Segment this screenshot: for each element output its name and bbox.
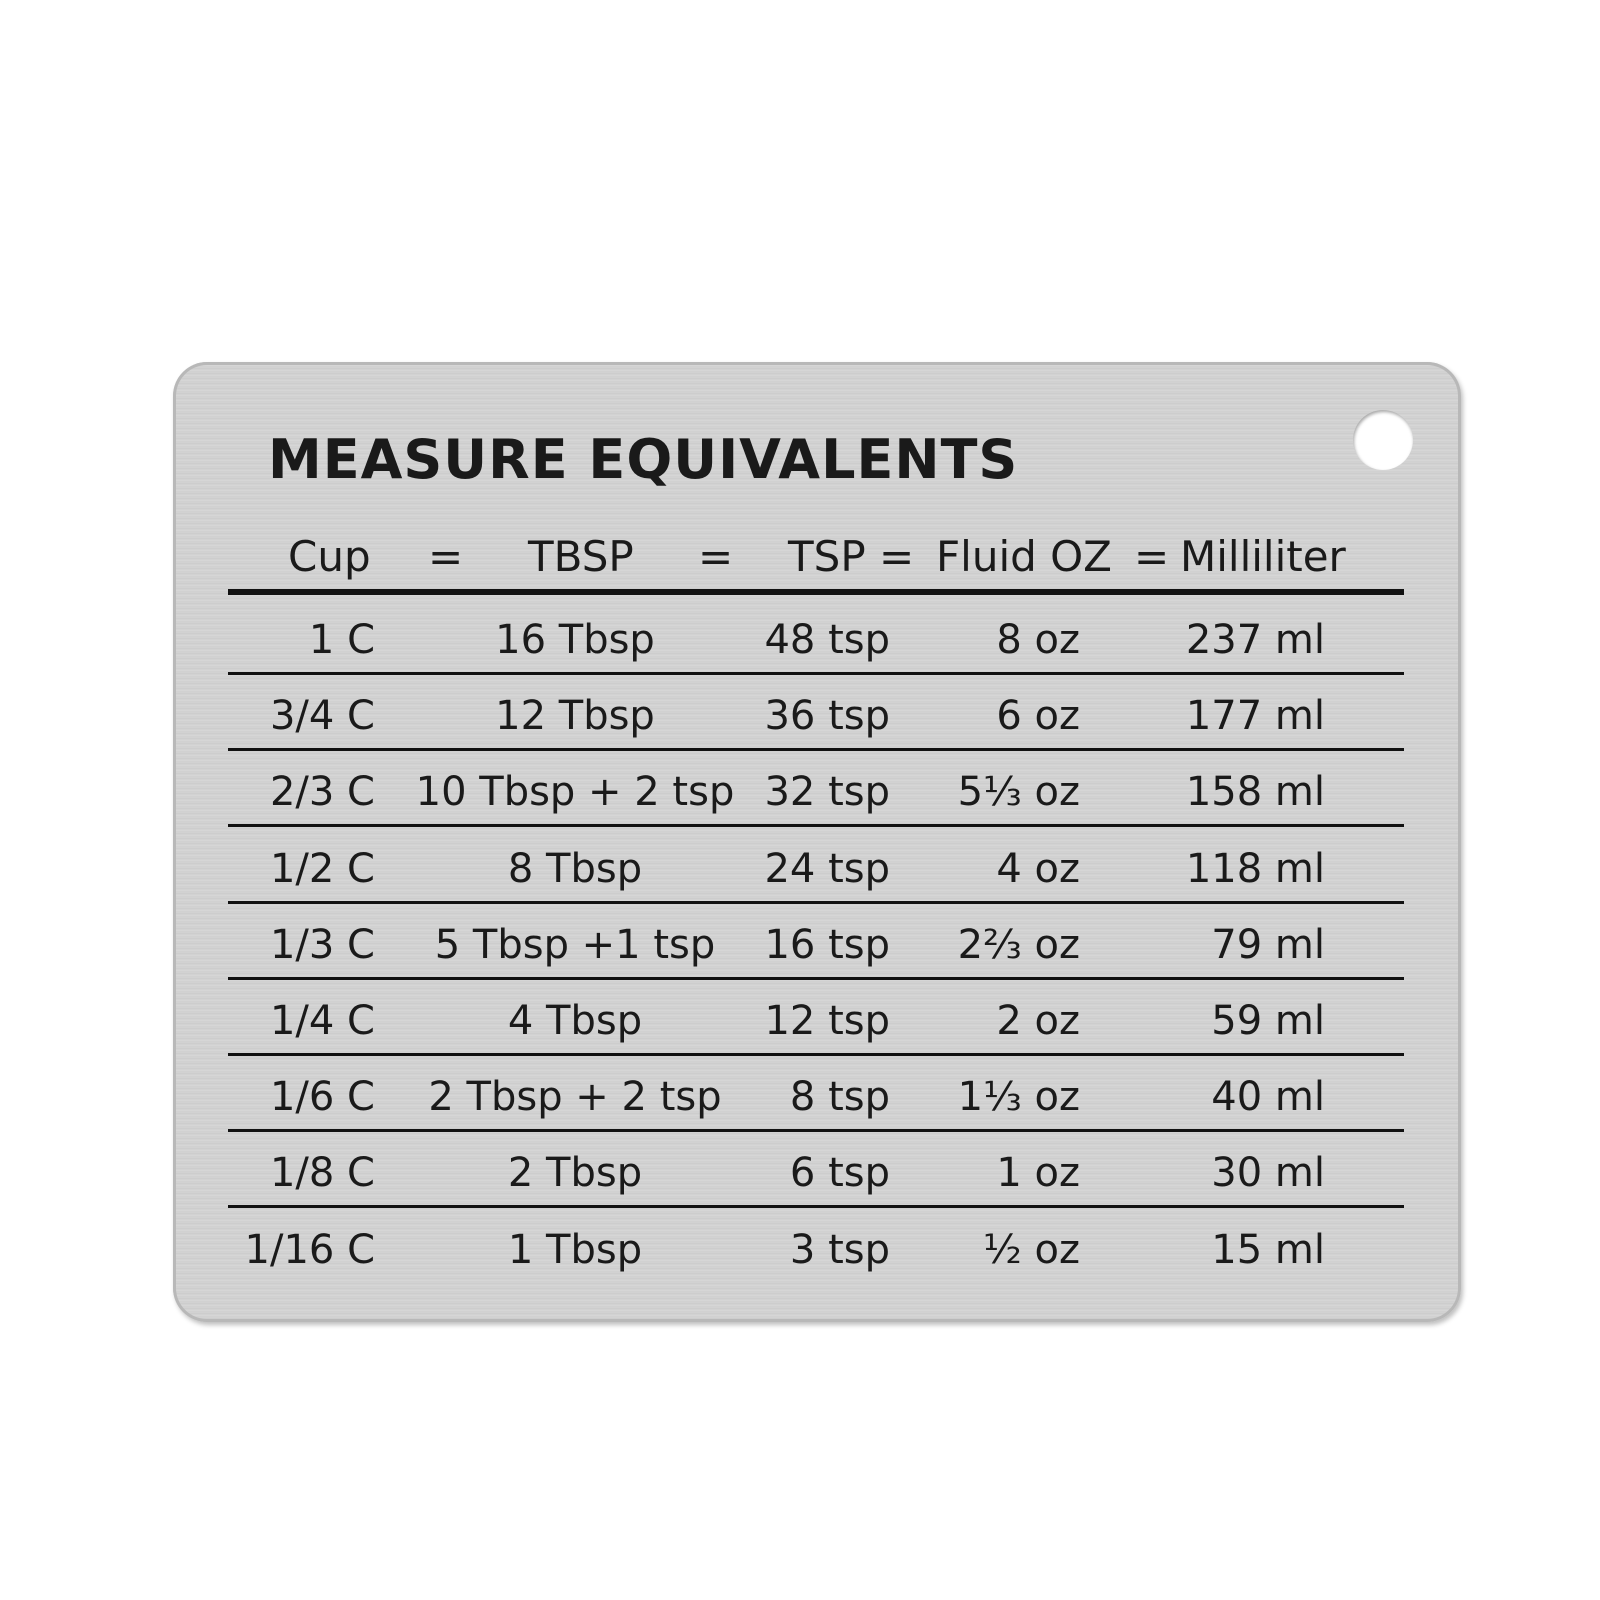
cell-fluid-oz: 8 oz <box>996 617 1080 663</box>
cell-tbsp: 5 Tbsp +1 tsp <box>434 921 716 968</box>
header-fluid-oz: Fluid OZ <box>936 532 1112 581</box>
cell-tsp: 16 tsp <box>764 921 890 968</box>
cell-fluid-oz: 4 oz <box>996 845 1080 892</box>
cell-tbsp: 2 Tbsp + 2 tsp <box>428 1074 722 1121</box>
header-equals: = <box>428 532 464 581</box>
cell-fluid-oz: 1⅓ oz <box>957 1074 1080 1121</box>
cell-fluid-oz: ½ oz <box>983 1226 1080 1273</box>
cell-tsp: 3 tsp <box>789 1226 890 1273</box>
cell-ml: 177 ml <box>1185 693 1325 740</box>
cell-fluid-oz: 2⅔ oz <box>957 921 1080 968</box>
row-divider <box>228 1205 1404 1209</box>
cell-tsp: 12 tsp <box>764 998 890 1044</box>
cell-tsp: 24 tsp <box>764 845 890 892</box>
cell-tsp: 36 tsp <box>764 693 890 740</box>
cell-tbsp: 10 Tbsp + 2 tsp <box>415 769 735 816</box>
cell-tbsp: 16 Tbsp <box>495 617 655 663</box>
cell-fluid-oz: 5⅓ oz <box>957 769 1080 816</box>
cell-ml: 158 ml <box>1185 769 1325 816</box>
cell-cup: 1/3 C <box>269 921 375 968</box>
header-equals: = <box>698 532 734 581</box>
cell-tsp: 48 tsp <box>764 617 890 663</box>
cell-tbsp: 12 Tbsp <box>495 693 655 740</box>
row-divider <box>228 748 1404 752</box>
header-milliliter: Milliliter <box>1180 532 1346 581</box>
cell-tbsp: 2 Tbsp <box>507 1150 643 1197</box>
cell-ml: 30 ml <box>1211 1150 1325 1197</box>
row-divider <box>228 1053 1404 1056</box>
row-divider <box>228 1129 1404 1133</box>
cell-fluid-oz: 6 oz <box>996 693 1080 740</box>
row-divider <box>228 824 1404 828</box>
row-divider <box>228 672 1404 675</box>
cell-tbsp: 4 Tbsp <box>507 998 643 1044</box>
hanging-hole <box>1353 410 1413 470</box>
cell-cup: 3/4 C <box>269 693 375 740</box>
row-divider <box>228 976 1404 980</box>
cell-tbsp: 8 Tbsp <box>507 845 643 892</box>
cell-cup: 1/16 C <box>244 1226 375 1273</box>
cell-ml: 59 ml <box>1211 998 1325 1044</box>
header-tsp: TSP = <box>788 532 915 581</box>
cell-ml: 40 ml <box>1211 1074 1325 1121</box>
cell-cup: 1/4 C <box>269 998 375 1044</box>
cell-tsp: 8 tsp <box>789 1074 890 1121</box>
cell-ml: 118 ml <box>1185 845 1325 892</box>
cell-tsp: 6 tsp <box>789 1150 890 1197</box>
cell-tbsp: 1 Tbsp <box>507 1226 643 1273</box>
cell-tsp: 32 tsp <box>764 769 890 816</box>
cell-cup: 1 C <box>308 617 375 663</box>
header-tbsp: TBSP <box>528 532 634 581</box>
cell-ml: 237 ml <box>1185 617 1325 663</box>
header-cup: Cup <box>288 532 371 581</box>
cell-ml: 15 ml <box>1211 1226 1325 1273</box>
cell-ml: 79 ml <box>1211 921 1325 968</box>
header-equals: = <box>1134 532 1170 581</box>
cell-cup: 1/8 C <box>269 1150 375 1197</box>
cell-fluid-oz: 1 oz <box>996 1150 1080 1197</box>
row-divider <box>228 900 1404 904</box>
cell-cup: 1/6 C <box>269 1074 375 1121</box>
measure-plate <box>173 362 1461 1322</box>
cell-cup: 1/2 C <box>269 845 375 892</box>
cell-cup: 2/3 C <box>269 769 375 816</box>
cell-fluid-oz: 2 oz <box>996 998 1080 1044</box>
header-rule <box>228 589 1404 595</box>
plate-title: MEASURE EQUIVALENTS <box>268 428 1019 491</box>
